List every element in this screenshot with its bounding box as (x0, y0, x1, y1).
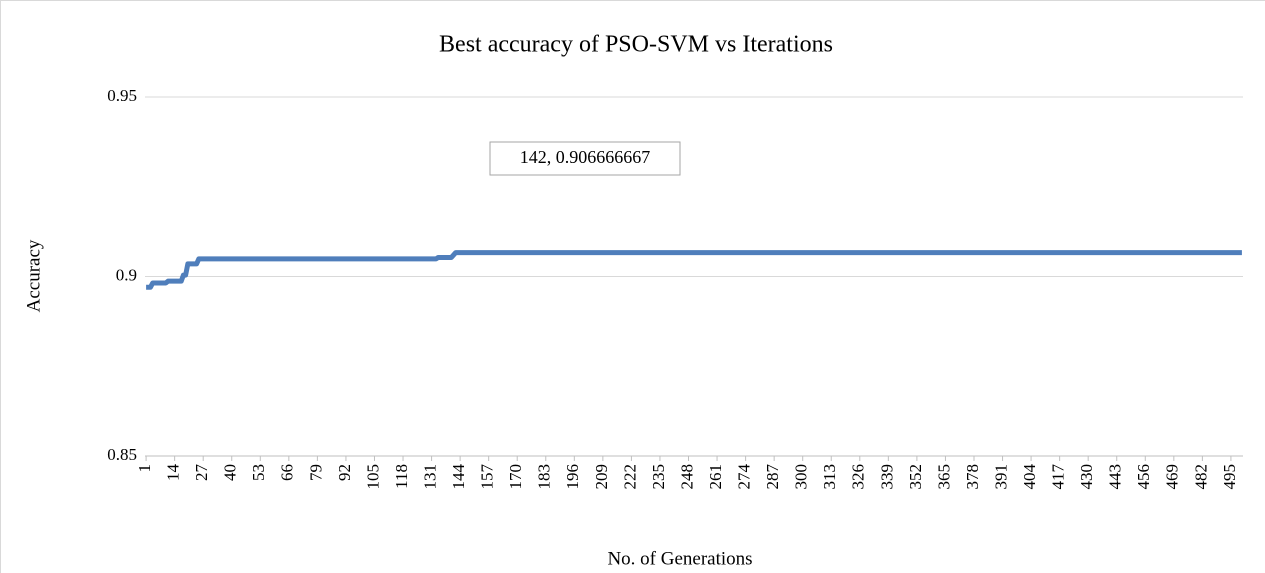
x-tick-label: 235 (649, 464, 668, 490)
y-tick-label: 0.9 (116, 265, 137, 284)
x-tick-label: 378 (963, 464, 982, 490)
x-tick-label: 131 (420, 464, 439, 490)
x-tick-label: 222 (620, 464, 639, 490)
x-tick-label: 27 (192, 464, 211, 482)
x-tick-label: 456 (1134, 464, 1153, 490)
data-line (146, 250, 1242, 290)
x-tick-label: 352 (906, 464, 925, 490)
annotation: 142, 0.906666667 (520, 147, 651, 167)
x-axis-title: No. of Generations (607, 548, 752, 569)
x-tick-label: 482 (1191, 464, 1210, 490)
x-tick-label: 105 (363, 464, 382, 490)
x-tick-label: 248 (677, 464, 696, 490)
annotation-box (489, 141, 681, 176)
x-tick-label: 209 (592, 464, 611, 490)
y-tick-label: 0.95 (107, 86, 137, 105)
x-tick-label: 118 (392, 464, 411, 489)
x-tick-label: 196 (563, 464, 582, 490)
x-tick-label: 144 (449, 464, 468, 490)
x-tick-label: 1 (135, 464, 154, 473)
x-tick-label: 430 (1077, 464, 1096, 490)
x-tick-label: 40 (221, 464, 240, 481)
x-tick-label: 53 (249, 464, 268, 481)
x-tick-label: 313 (820, 464, 839, 490)
x-tick-label: 79 (306, 464, 325, 481)
x-tick-label: 287 (763, 464, 782, 490)
x-tick-label: 443 (1106, 464, 1125, 490)
x-tick-label: 66 (278, 464, 297, 481)
y-axis-title: Accuracy (23, 239, 44, 312)
x-tick-label: 274 (735, 464, 754, 490)
x-tick-label: 14 (164, 464, 183, 482)
x-tick-label: 391 (991, 464, 1010, 490)
x-tick-label: 469 (1163, 464, 1182, 490)
x-tick-label: 183 (535, 464, 554, 490)
x-tick-label: 300 (792, 464, 811, 490)
chart-title: Best accuracy of PSO-SVM vs Iterations (439, 32, 833, 58)
x-tick-label: 157 (478, 464, 497, 490)
x-tick-label: 404 (1020, 464, 1039, 490)
x-tick-label: 495 (1220, 464, 1239, 490)
y-tick-label: 0.85 (107, 445, 137, 464)
x-tick-label: 417 (1049, 464, 1068, 490)
x-tick-label: 339 (877, 464, 896, 490)
x-tick-label: 261 (706, 464, 725, 490)
x-tick-label: 326 (849, 464, 868, 490)
x-tick-label: 170 (506, 464, 525, 490)
x-tick-label: 92 (335, 464, 354, 481)
x-tick-label: 365 (934, 464, 953, 490)
